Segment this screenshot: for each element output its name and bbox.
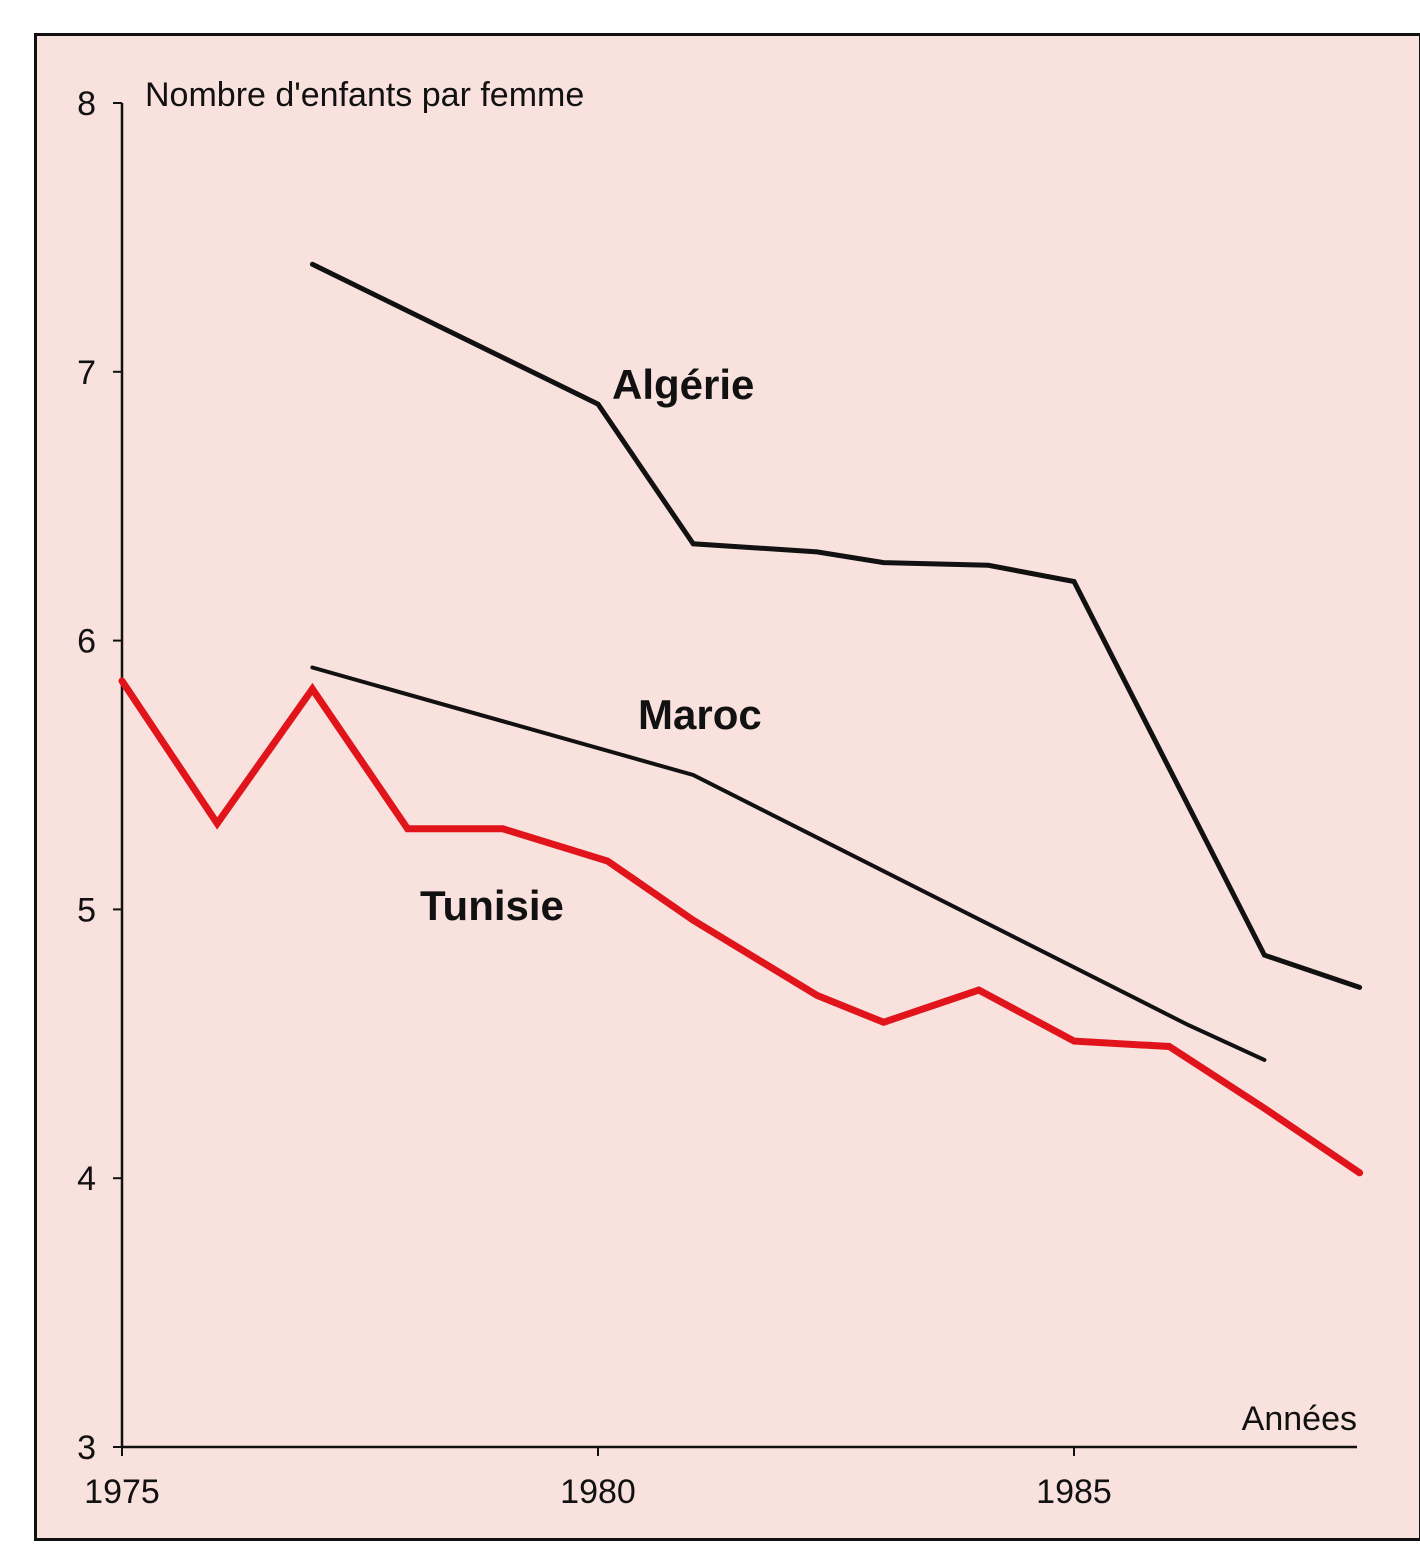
y-axis-title: Nombre d'enfants par femme	[145, 76, 584, 114]
y-tick-label-7: 7	[77, 354, 96, 392]
x-tick-label-1985: 1985	[1036, 1473, 1112, 1511]
x-tick-label-1980: 1980	[560, 1473, 636, 1511]
series-line-algerie	[309, 261, 1363, 990]
x-axis-title: Années	[1242, 1400, 1357, 1438]
y-tick-label-5: 5	[77, 891, 96, 929]
y-tick-label-3: 3	[77, 1429, 96, 1467]
x-tick-label-1975: 1975	[84, 1473, 160, 1511]
y-tick-label-4: 4	[77, 1160, 96, 1198]
series-line-tunisie	[118, 677, 1364, 1177]
y-tick-label-8: 8	[77, 85, 96, 123]
series-line-maroc	[310, 665, 1267, 1062]
y-tick-label-6: 6	[77, 623, 96, 661]
series-label-tunisie: Tunisie	[420, 882, 564, 929]
chart-frame	[34, 33, 1420, 1541]
series-label-algerie: Algérie	[612, 361, 754, 408]
series-label-maroc: Maroc	[638, 691, 762, 738]
